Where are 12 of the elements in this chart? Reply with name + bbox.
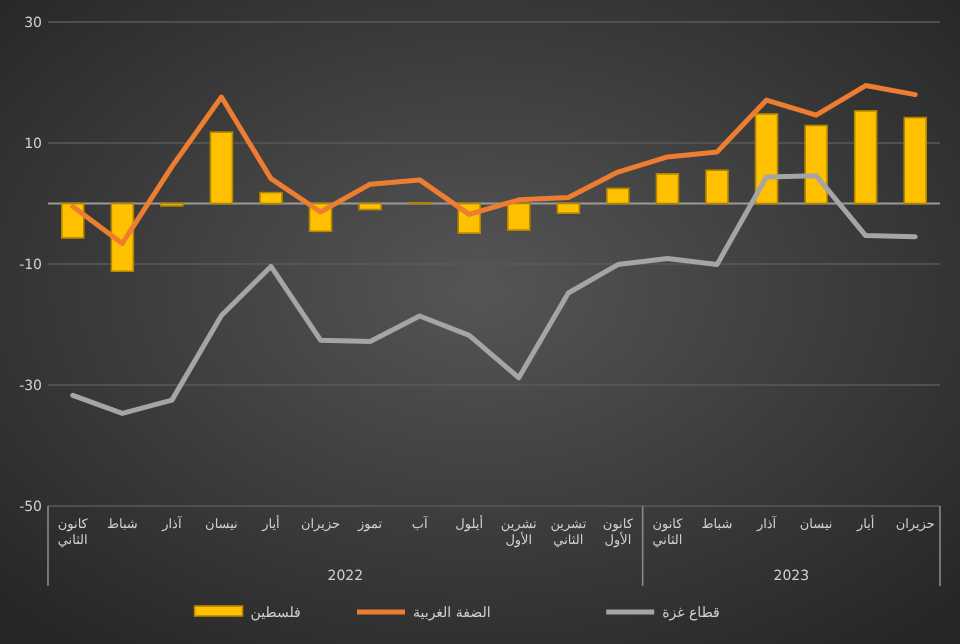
bar (903, 116, 928, 205)
bar (606, 187, 630, 205)
line-series (70, 83, 918, 246)
bar (853, 110, 878, 205)
bar (804, 124, 828, 205)
bar (259, 191, 283, 205)
bar (556, 202, 581, 214)
bar (506, 202, 531, 231)
bar (655, 173, 680, 205)
bar (358, 202, 382, 211)
bar (209, 131, 234, 205)
bar (705, 169, 729, 205)
